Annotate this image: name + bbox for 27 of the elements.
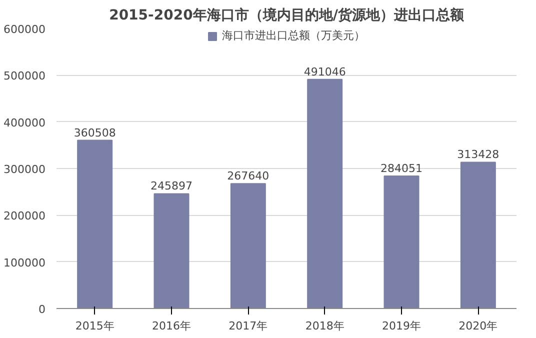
bar: [307, 78, 343, 308]
data-label: 360508: [74, 126, 116, 140]
x-tick-label: 2018年: [305, 320, 344, 332]
y-tick-label: 500000: [4, 70, 46, 83]
data-label: 267640: [227, 170, 270, 183]
data-label: 313428: [457, 148, 500, 162]
bar: [77, 140, 113, 308]
data-label: 284051: [380, 162, 423, 175]
x-tick-label: 2017年: [228, 320, 268, 332]
x-tick-label: 2015年: [75, 320, 114, 332]
y-tick-label: 0: [38, 303, 46, 316]
x-tick-label: 2019年: [382, 320, 422, 332]
chart-title: 2015-2020年海口市（境内目的地/货源地）进出口总额: [109, 6, 465, 24]
y-tick-label: 200000: [4, 210, 46, 223]
y-tick-label: 300000: [4, 163, 46, 176]
data-label: 245897: [150, 180, 193, 193]
legend-label: 海口市进出口总额（万美元）: [222, 28, 365, 43]
y-tick-label: 100000: [4, 256, 46, 270]
x-tick-label: 2020年: [458, 320, 498, 332]
bar: [154, 193, 190, 308]
bar: [230, 183, 266, 308]
data-label: 491046: [304, 65, 346, 78]
x-tick-label: 2016年: [152, 320, 192, 332]
bar: [384, 175, 420, 308]
bar: [460, 162, 496, 308]
y-tick-label: 600000: [4, 23, 46, 36]
y-tick-label: 400000: [4, 116, 46, 130]
